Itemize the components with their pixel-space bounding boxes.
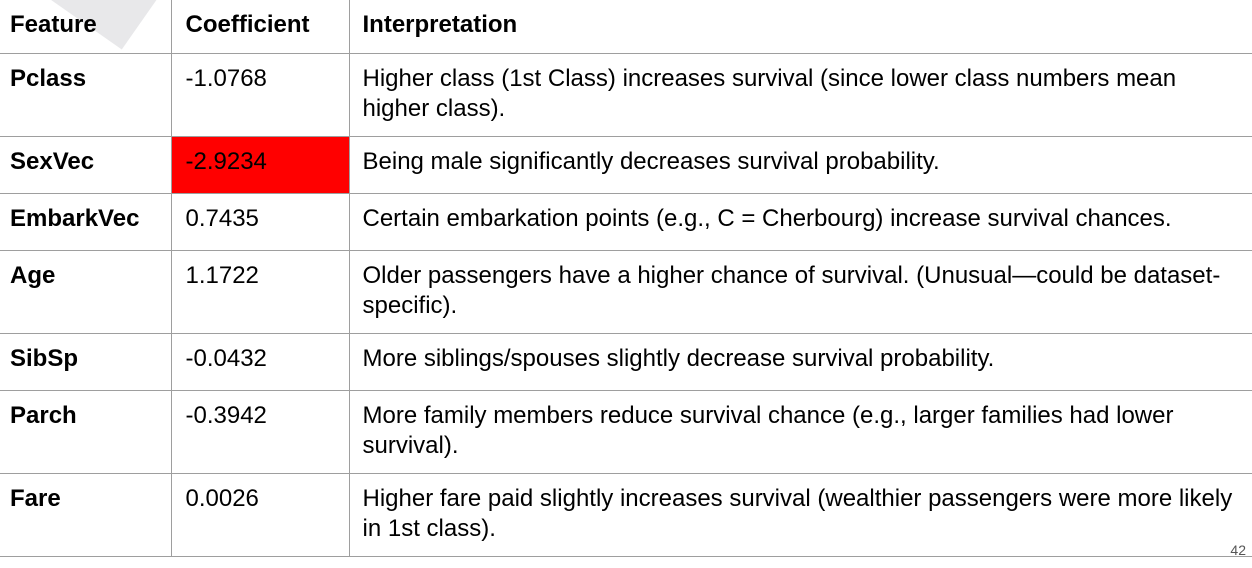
table-row: Pclass -1.0768 Higher class (1st Class) … <box>0 54 1252 137</box>
table-row: Fare 0.0026 Higher fare paid slightly in… <box>0 474 1252 557</box>
interpretation-cell: Older passengers have a higher chance of… <box>349 251 1252 334</box>
coefficient-cell: 0.0026 <box>171 474 349 557</box>
header-interpretation: Interpretation <box>349 0 1252 54</box>
coefficient-cell: -1.0768 <box>171 54 349 137</box>
feature-cell: Parch <box>0 391 171 474</box>
coefficient-cell: -0.0432 <box>171 334 349 391</box>
header-coefficient: Coefficient <box>171 0 349 54</box>
interpretation-cell: Higher fare paid slightly increases surv… <box>349 474 1252 557</box>
interpretation-cell: Higher class (1st Class) increases survi… <box>349 54 1252 137</box>
interpretation-cell: More siblings/spouses slightly decrease … <box>349 334 1252 391</box>
coefficient-cell-highlighted: -2.9234 <box>171 137 349 194</box>
slide-number: 42 <box>1230 542 1246 558</box>
table-row: Age 1.1722 Older passengers have a highe… <box>0 251 1252 334</box>
interpretation-cell: More family members reduce survival chan… <box>349 391 1252 474</box>
table-row: SibSp -0.0432 More siblings/spouses slig… <box>0 334 1252 391</box>
header-feature: Feature <box>0 0 171 54</box>
interpretation-cell: Certain embarkation points (e.g., C = Ch… <box>349 194 1252 251</box>
feature-cell: Pclass <box>0 54 171 137</box>
feature-cell: Age <box>0 251 171 334</box>
coefficient-cell: 0.7435 <box>171 194 349 251</box>
feature-cell: EmbarkVec <box>0 194 171 251</box>
feature-cell: SibSp <box>0 334 171 391</box>
coefficient-cell: -0.3942 <box>171 391 349 474</box>
table-row: SexVec -2.9234 Being male significantly … <box>0 137 1252 194</box>
feature-cell: SexVec <box>0 137 171 194</box>
table-row: Parch -0.3942 More family members reduce… <box>0 391 1252 474</box>
table-row: EmbarkVec 0.7435 Certain embarkation poi… <box>0 194 1252 251</box>
table-header-row: Feature Coefficient Interpretation <box>0 0 1252 54</box>
feature-cell: Fare <box>0 474 171 557</box>
coefficient-cell: 1.1722 <box>171 251 349 334</box>
interpretation-cell: Being male significantly decreases survi… <box>349 137 1252 194</box>
